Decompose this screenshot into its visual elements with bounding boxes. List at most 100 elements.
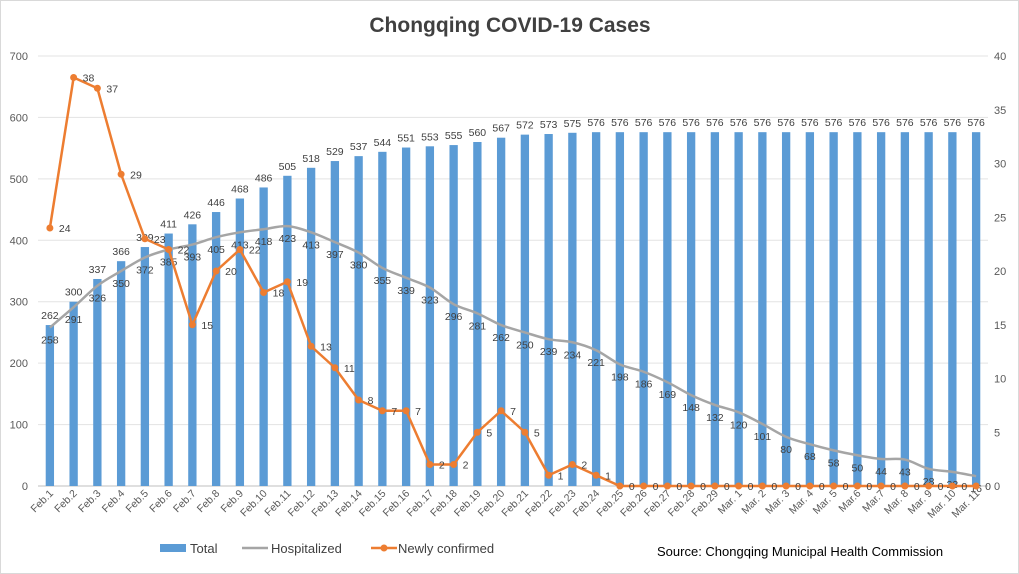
data-label-newly-confirmed: 11 bbox=[344, 363, 355, 375]
point-newly-confirmed bbox=[616, 482, 624, 490]
data-label-total: 576 bbox=[825, 117, 843, 129]
data-label-total: 262 bbox=[41, 310, 59, 322]
data-label-hospitalized: 296 bbox=[445, 311, 463, 323]
bar-total bbox=[853, 132, 862, 486]
data-label-newly-confirmed: 24 bbox=[59, 223, 71, 235]
point-newly-confirmed bbox=[141, 235, 149, 243]
bar-total bbox=[401, 147, 411, 486]
point-newly-confirmed bbox=[165, 246, 173, 253]
point-newly-confirmed bbox=[117, 170, 125, 178]
bar-total bbox=[116, 261, 126, 486]
point-newly-confirmed bbox=[806, 482, 814, 490]
data-label-total: 300 bbox=[65, 287, 83, 299]
data-label-hospitalized: 393 bbox=[184, 252, 202, 264]
data-label-newly-confirmed: 22 bbox=[178, 245, 190, 257]
data-label-hospitalized: 28 bbox=[923, 476, 935, 488]
data-label-newly-confirmed: 22 bbox=[249, 245, 261, 257]
x-tick-label: Feb.10 bbox=[238, 488, 270, 520]
point-newly-confirmed bbox=[663, 482, 671, 490]
data-label-total: 575 bbox=[564, 118, 582, 130]
bars-total bbox=[45, 132, 981, 487]
bar-total bbox=[710, 132, 720, 486]
data-label-newly-confirmed: 13 bbox=[320, 341, 332, 353]
data-label-total: 576 bbox=[849, 117, 867, 129]
point-newly-confirmed bbox=[687, 482, 695, 490]
data-label-hospitalized: 186 bbox=[635, 379, 653, 391]
data-label-newly-confirmed: 0 bbox=[653, 481, 659, 493]
bar-total bbox=[900, 132, 910, 486]
data-label-total: 576 bbox=[659, 117, 677, 129]
data-label-total: 486 bbox=[255, 172, 273, 184]
data-label-total: 337 bbox=[89, 264, 107, 276]
legend-marker-newly-confirmed bbox=[380, 544, 388, 552]
x-tick-label: Feb.3 bbox=[76, 488, 104, 516]
line-path-newly-confirmed bbox=[48, 76, 977, 488]
data-label-newly-confirmed: 1 bbox=[605, 470, 611, 482]
line-path-hospitalized bbox=[49, 224, 977, 478]
data-label-total: 567 bbox=[492, 123, 510, 135]
y-right-tick-label: 25 bbox=[994, 212, 1006, 224]
y-right-tick-label: 20 bbox=[994, 266, 1006, 278]
bar-total bbox=[520, 134, 530, 486]
bar-total bbox=[235, 198, 245, 486]
bar-total bbox=[354, 156, 363, 486]
data-label-hospitalized: 350 bbox=[112, 278, 130, 290]
bar-total bbox=[283, 175, 292, 487]
data-label-total: 576 bbox=[944, 117, 962, 129]
x-tick-label: Feb.7 bbox=[171, 488, 199, 516]
y-right-tick-label: 35 bbox=[994, 105, 1006, 117]
point-newly-confirmed bbox=[450, 461, 458, 468]
bar-total bbox=[140, 247, 150, 486]
data-label-newly-confirmed: 5 bbox=[534, 427, 540, 439]
data-label-total: 576 bbox=[611, 117, 629, 129]
data-label-newly-confirmed: 0 bbox=[890, 481, 896, 493]
data-label-hospitalized: 423 bbox=[279, 233, 297, 245]
data-label-total: 366 bbox=[112, 246, 130, 258]
point-newly-confirmed bbox=[925, 482, 933, 490]
data-label-newly-confirmed: 8 bbox=[368, 395, 374, 407]
y-left-tick-label: 700 bbox=[10, 51, 28, 63]
bar-total bbox=[449, 145, 458, 487]
bar-total bbox=[259, 187, 268, 486]
y-left-tick-label: 400 bbox=[10, 235, 28, 247]
x-tick-label: Feb.2 bbox=[52, 488, 80, 516]
x-tick-label: Mar. 2 bbox=[739, 488, 768, 517]
data-label-hospitalized: 380 bbox=[350, 260, 368, 272]
point-newly-confirmed bbox=[497, 407, 505, 415]
data-label-newly-confirmed: 0 bbox=[676, 481, 682, 493]
point-newly-confirmed bbox=[188, 321, 196, 329]
point-newly-confirmed bbox=[426, 461, 434, 468]
bar-total bbox=[93, 278, 102, 486]
data-label-newly-confirmed: 7 bbox=[415, 406, 421, 418]
bar-total bbox=[829, 132, 838, 486]
point-newly-confirmed bbox=[877, 482, 885, 490]
data-label-total: 576 bbox=[682, 117, 700, 129]
point-newly-confirmed bbox=[545, 471, 553, 479]
data-label-hospitalized: 198 bbox=[611, 371, 629, 383]
bar-total bbox=[496, 137, 506, 486]
point-newly-confirmed bbox=[758, 482, 766, 490]
bar-total bbox=[663, 132, 672, 486]
point-newly-confirmed bbox=[901, 482, 909, 490]
point-newly-confirmed bbox=[70, 74, 78, 81]
bar-total bbox=[876, 132, 886, 486]
y-right-tick-label: 10 bbox=[994, 374, 1006, 386]
data-label-hospitalized: 323 bbox=[421, 295, 439, 307]
bar-total bbox=[639, 132, 648, 486]
bar-total bbox=[45, 325, 55, 486]
bar-total bbox=[544, 134, 553, 486]
data-label-newly-confirmed: 2 bbox=[463, 460, 469, 472]
data-label-hospitalized: 132 bbox=[706, 412, 724, 424]
data-label-newly-confirmed: 38 bbox=[83, 73, 95, 85]
point-newly-confirmed bbox=[212, 267, 220, 275]
data-label-total: 560 bbox=[469, 127, 487, 139]
data-label-hospitalized: 355 bbox=[374, 275, 392, 287]
point-newly-confirmed bbox=[331, 364, 339, 372]
legend-label-hospitalized: Hospitalized bbox=[271, 541, 342, 556]
legend-swatch-total bbox=[160, 544, 186, 552]
x-tick-label: Mar. 4 bbox=[787, 488, 816, 517]
point-newly-confirmed bbox=[260, 289, 268, 296]
